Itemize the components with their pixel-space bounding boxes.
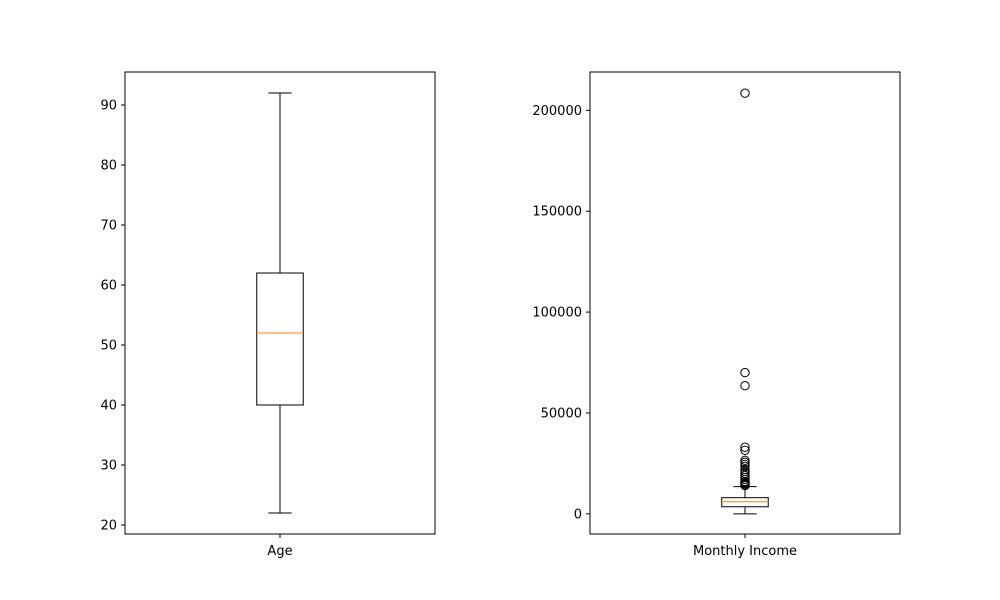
- monthly-income-box-marks: [721, 88, 769, 515]
- monthly-income-y-tick-label: 100000: [532, 306, 582, 321]
- monthly-income-boxplot-panel: 0 50000 100000 150000 200000 Monthly Income: [532, 71, 901, 559]
- age-boxplot-panel: 20 30 40 50 60 70 80 90 Age: [100, 71, 436, 559]
- monthly-income-outlier-point: [740, 381, 750, 391]
- monthly-income-y-tick-label: 200000: [532, 104, 582, 119]
- monthly-income-y-tick-label: 0: [574, 507, 582, 522]
- monthly-income-y-ticks: 0 50000 100000 150000 200000: [532, 104, 590, 522]
- monthly-income-category-label: Monthly Income: [693, 544, 797, 559]
- monthly-income-iqr-box: [721, 497, 769, 508]
- monthly-income-outlier-point: [740, 367, 750, 378]
- monthly-income-outlier-point: [740, 455, 750, 466]
- age-y-tick-label: 60: [100, 279, 117, 294]
- age-box-marks: [256, 92, 304, 514]
- age-iqr-box: [256, 272, 304, 406]
- monthly-income-y-tick-label: 50000: [541, 406, 582, 421]
- age-y-tick-label: 50: [100, 339, 117, 354]
- age-y-tick-label: 40: [100, 399, 117, 414]
- age-y-tick-label: 80: [100, 159, 117, 174]
- monthly-income-outlier-point: [740, 442, 750, 452]
- monthly-income-outlier-point: [740, 445, 750, 455]
- monthly-income-outlier-point: [740, 464, 750, 475]
- monthly-income-y-tick-label: 150000: [532, 205, 582, 220]
- age-y-ticks: 20 30 40 50 60 70 80 90: [100, 99, 125, 534]
- age-y-tick-label: 90: [100, 99, 117, 114]
- age-y-tick-label: 20: [100, 519, 117, 534]
- age-y-tick-label: 30: [100, 459, 117, 474]
- monthly-income-outlier-point: [740, 88, 750, 98]
- age-y-tick-label: 70: [100, 219, 117, 234]
- age-category-label: Age: [267, 544, 292, 559]
